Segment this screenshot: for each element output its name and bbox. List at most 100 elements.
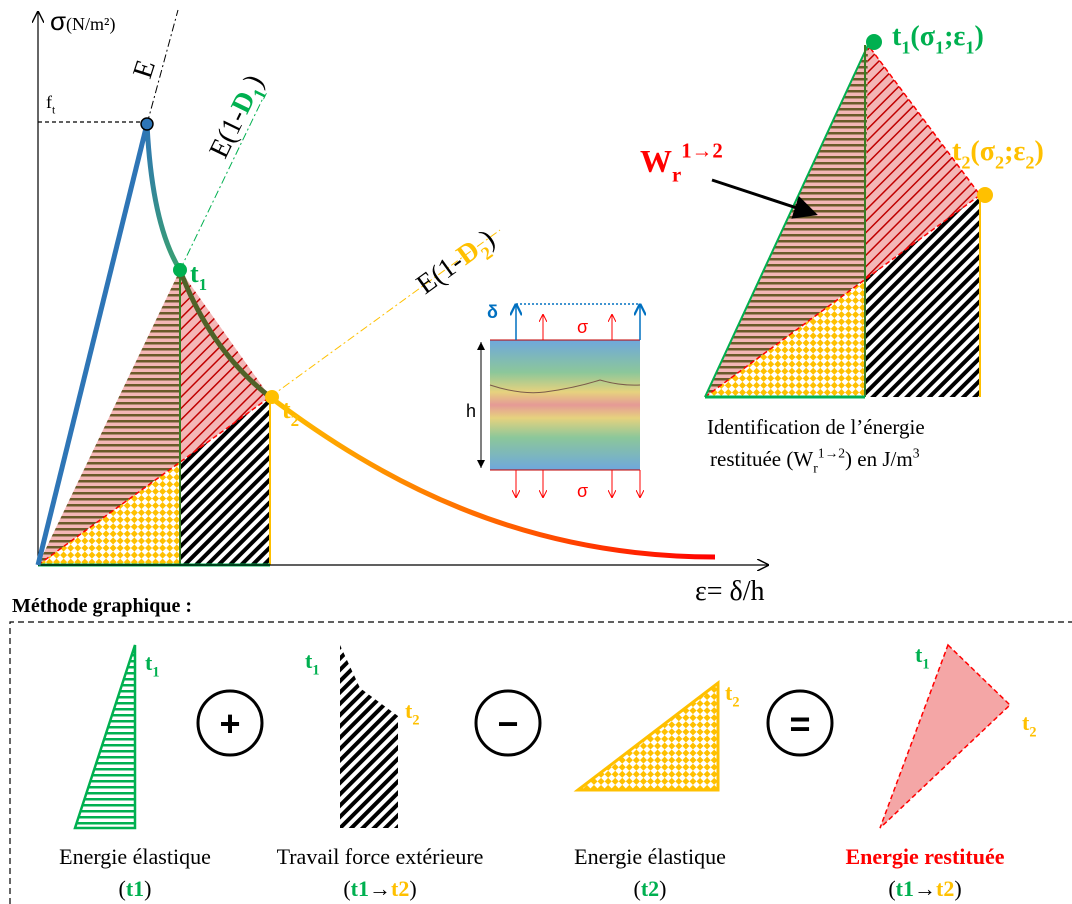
zoom-point-label-part: ;ε (944, 21, 965, 52)
term-detail-part: → (914, 876, 936, 901)
term-detail-part: ) (409, 876, 416, 901)
term-detail-part: t1 (351, 876, 369, 901)
term-point-label-part: t (725, 680, 733, 705)
zoom-point-label-part: 2 (1025, 152, 1034, 172)
term-point-label: t1 (145, 650, 159, 681)
term-point-label-part: t (145, 650, 153, 675)
caption: Identification de l’énergie (707, 415, 925, 439)
point-label-part: t (190, 259, 199, 288)
term-point-label-part: t (305, 648, 313, 673)
w-label-part: 1→2 (681, 140, 723, 163)
caption-part: 1→2 (818, 446, 845, 461)
point-label-part: 2 (291, 411, 299, 430)
caption-part: restituée (W (710, 447, 813, 471)
slope-label: E(1-D2) (411, 224, 504, 305)
zoom-point-label-part: t (952, 136, 962, 167)
slope-label-part: E (127, 56, 162, 82)
term-name-part: Energie élastique (59, 844, 211, 869)
caption: restituée (Wr1→2) en J/m3 (710, 446, 920, 476)
term-detail-part: t2 (641, 876, 659, 901)
operator-part: + (219, 703, 240, 744)
term-point-label-part: 2 (412, 713, 419, 729)
point-label-part: 1 (199, 275, 207, 294)
operator-part: = (789, 703, 810, 744)
operator-part: − (497, 703, 518, 744)
y-axis-label: σ(N/m²) (50, 6, 115, 36)
zoom-point-label-part: t (892, 21, 902, 52)
term-name-part: Travail force extérieure (277, 844, 484, 869)
w-label-part: W (640, 143, 672, 179)
y-axis-label-part: σ (50, 6, 66, 36)
zoom-areas (704, 34, 993, 399)
x-axis-label: ε= δ/h (695, 576, 765, 607)
term-point-label: t1 (915, 642, 929, 673)
zoom-point-label-part: ) (974, 21, 983, 52)
specimen-label: σ (577, 317, 588, 337)
specimen-label: h (466, 401, 476, 421)
term-detail-part: ) (954, 876, 961, 901)
term-point-label: t2 (405, 698, 419, 729)
term-point-label: t2 (725, 680, 739, 711)
zoom-point-label-part: 1 (965, 37, 974, 57)
zoom-point-label-part: ;ε (1004, 136, 1025, 167)
method (9, 621, 1072, 904)
term-name-part: Energie élastique (574, 844, 726, 869)
point-label: t2 (282, 395, 299, 430)
zoom-point-label-part: 1 (901, 37, 910, 57)
ft-label: ft (46, 92, 56, 116)
term-name: Energie élastique (574, 844, 726, 869)
method-title-part: Méthode graphique : (12, 595, 192, 617)
term-detail-part: ) (144, 876, 151, 901)
term-point-label-part: t (405, 698, 413, 723)
ft-label-part: f (46, 92, 52, 112)
term-detail-part: → (369, 876, 391, 901)
point-label: t1 (190, 259, 207, 294)
term-detail-part: ) (659, 876, 666, 901)
term-detail-part: ( (888, 876, 895, 901)
specimen (477, 303, 640, 497)
specimen-label-part: δ (487, 302, 498, 322)
specimen-label-part: h (466, 401, 476, 421)
term-detail: (t2) (634, 876, 667, 901)
term-detail: (t1→t2) (888, 876, 961, 901)
operator: + (219, 703, 240, 744)
caption-part: ) en J/m (845, 447, 913, 471)
zoom-point-label-part: (σ (910, 21, 935, 52)
ft-label-part: t (52, 103, 56, 116)
term-point-label: t1 (305, 648, 319, 679)
term-detail-part: t1 (896, 876, 914, 901)
term-point-label-part: 2 (732, 695, 739, 711)
caption-part: r (813, 460, 818, 475)
term-point-label-part: t (1022, 710, 1030, 735)
term-detail: (t1) (119, 876, 152, 901)
zoom-point-label-part: 2 (995, 152, 1004, 172)
slope-label: E(1-D1) (203, 70, 274, 165)
term-name-part: Energie restituée (845, 844, 1004, 869)
specimen-label: δ (487, 302, 498, 322)
term-detail-part: ( (634, 876, 641, 901)
method-title: Méthode graphique : (12, 595, 192, 617)
axes (38, 12, 768, 565)
zoom-point-label-part: (σ (970, 136, 995, 167)
zoom-point-label-part: 2 (961, 152, 970, 172)
caption-part: 3 (913, 446, 920, 461)
operator: − (497, 703, 518, 744)
caption-part: Identification de l’énergie (707, 415, 925, 439)
zoom-point-label-part: ) (1034, 136, 1043, 167)
term-point-label-part: 1 (312, 663, 319, 679)
x-axis-label-part: ε= δ/h (695, 576, 765, 607)
term-name: Energie restituée (845, 844, 1004, 869)
y-axis-label-part: (N/m²) (66, 14, 115, 35)
term-point-label-part: t (915, 642, 923, 667)
term-detail-part: t2 (391, 876, 409, 901)
specimen-label: σ (577, 481, 588, 501)
w-label-part: r (672, 164, 681, 187)
slopes (35, 9, 716, 566)
zoom-point-label: t2(σ2;ε2) (952, 136, 1044, 172)
term-point-label-part: 1 (152, 665, 159, 681)
w-label: Wr1→2 (640, 140, 723, 187)
term-detail-part: t2 (936, 876, 954, 901)
term-name: Travail force extérieure (277, 844, 484, 869)
